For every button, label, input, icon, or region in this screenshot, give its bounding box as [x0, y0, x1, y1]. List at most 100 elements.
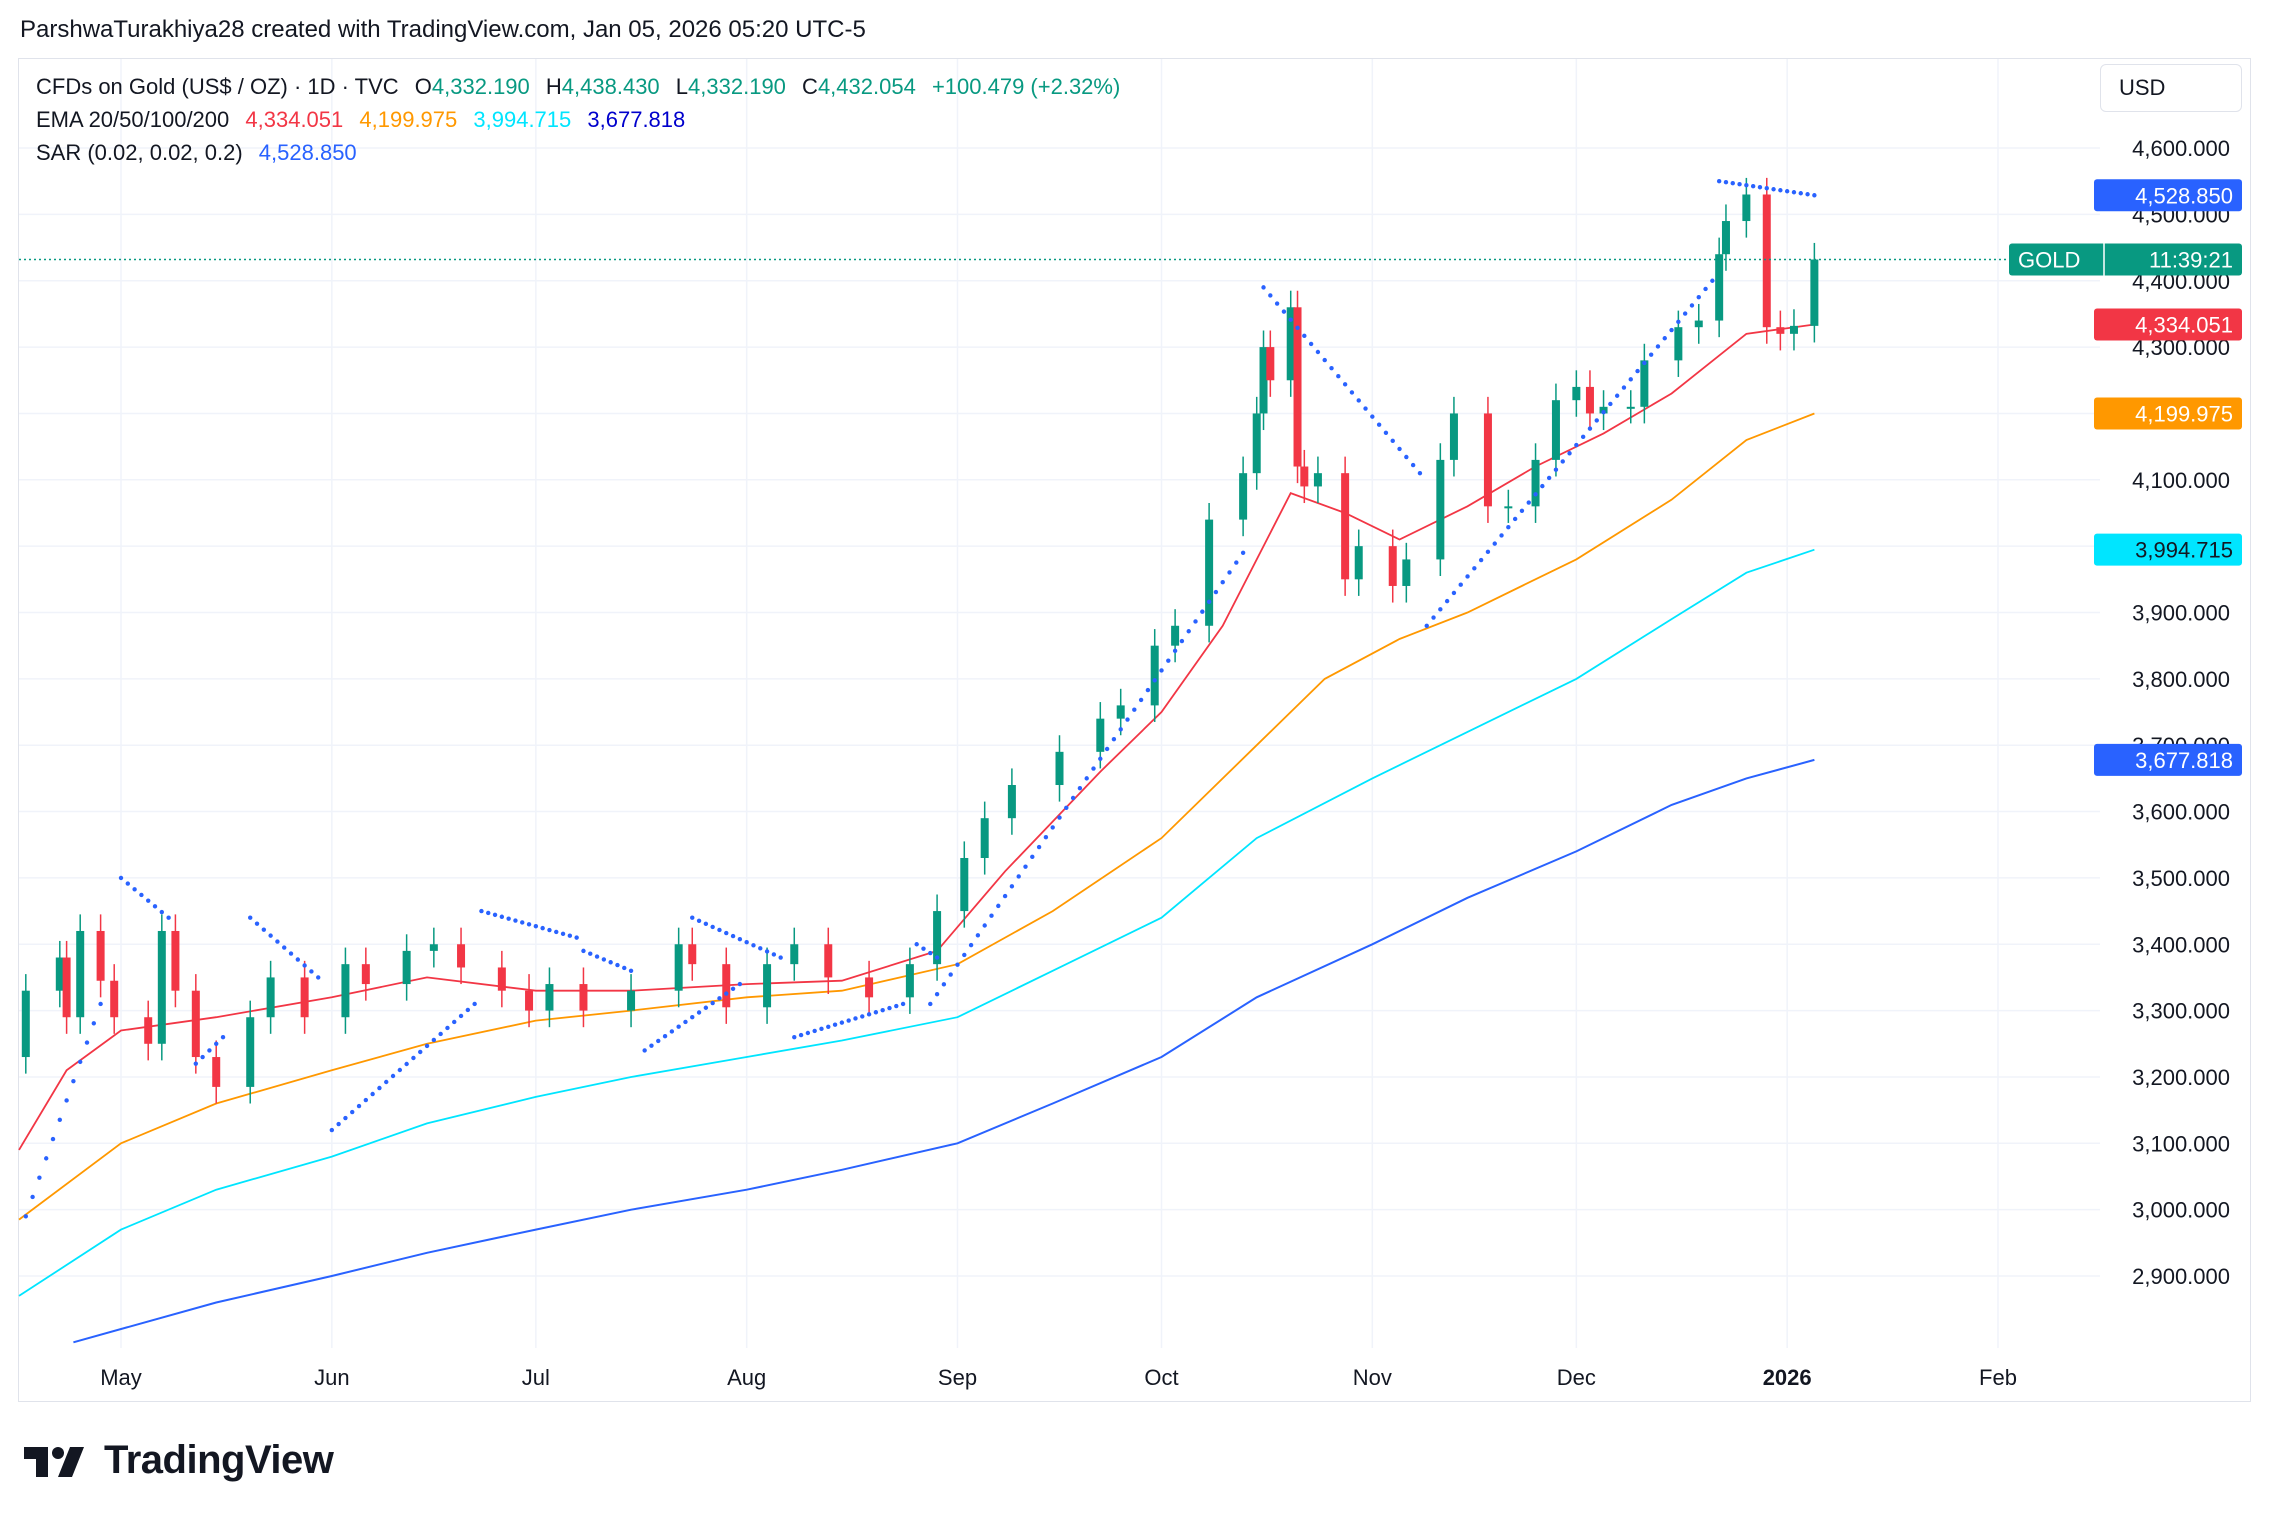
sar-dot: [975, 933, 981, 938]
sar-dot: [1315, 349, 1321, 355]
candle-body: [905, 964, 914, 998]
x-tick-label: Feb: [1979, 1365, 2017, 1390]
x-tick-label: May: [100, 1365, 142, 1390]
sar-dot: [1132, 707, 1137, 712]
legend-open: 4,332.190: [431, 74, 530, 99]
sar-dot: [989, 913, 994, 918]
sar-dot: [1057, 815, 1062, 820]
x-tick-label: Jun: [314, 1365, 349, 1390]
chart-legend: CFDs on Gold (US$ / OZ) · 1D · TVC O4,33…: [36, 70, 1130, 169]
sar-dot: [1723, 180, 1729, 185]
legend-symbol[interactable]: CFDs on Gold (US$ / OZ) · 1D · TVC: [36, 74, 399, 99]
sar-dot: [717, 996, 722, 1001]
x-tick-label: Nov: [1353, 1365, 1392, 1390]
sar-dot: [744, 940, 749, 945]
sar-dot: [1744, 183, 1749, 188]
sar-dot: [1295, 325, 1300, 330]
sar-dot: [1172, 648, 1178, 654]
candle-body: [1313, 473, 1322, 487]
sar-dot: [1648, 352, 1654, 357]
candle-body: [1259, 347, 1268, 414]
sar-dot: [377, 1085, 382, 1091]
legend-close-label: C: [802, 74, 818, 99]
sar-dot: [1138, 697, 1144, 703]
ema-line-ema20: [18, 323, 1815, 1151]
sar-dot: [1404, 454, 1409, 460]
sar-dot: [1485, 549, 1491, 555]
candle-body: [627, 990, 636, 1011]
candle-body: [62, 957, 71, 1018]
legend-ema20: 4,334.051: [245, 107, 344, 132]
sar-dot: [1601, 409, 1606, 415]
sar-dot: [1798, 191, 1803, 196]
sar-dot: [594, 954, 600, 959]
sar-dot: [37, 1175, 42, 1180]
candle-body: [212, 1057, 221, 1087]
sar-dot: [411, 1055, 416, 1061]
candle-body: [1341, 473, 1350, 580]
sar-dot: [1186, 629, 1191, 634]
sar-dot: [737, 936, 743, 942]
legend-close: 4,432.054: [817, 74, 916, 99]
candle-body: [1789, 325, 1798, 334]
sar-dot: [724, 991, 729, 996]
sar-dot: [703, 921, 709, 927]
candle-body: [1171, 625, 1180, 646]
sar-dot: [513, 918, 518, 923]
sar-dot: [1104, 746, 1110, 752]
sar-dot: [1002, 893, 1008, 899]
sar-dot: [193, 1061, 199, 1066]
legend-ema-label: EMA 20/50/100/200: [36, 107, 230, 132]
sar-dot: [921, 946, 926, 951]
chart-frame[interactable]: [18, 58, 2251, 1402]
sar-dot: [1376, 422, 1382, 427]
price-label: 3,677.818: [2135, 748, 2233, 773]
sar-dot: [887, 1005, 892, 1011]
candle-body: [1205, 519, 1214, 626]
sar-dot: [418, 1049, 423, 1055]
y-tick-label: 2,900.000: [2132, 1264, 2230, 1289]
sar-dot: [30, 1194, 35, 1200]
sar-dot: [1091, 766, 1096, 771]
current-price-badge: [2009, 243, 2242, 276]
sar-dot: [574, 935, 579, 940]
sar-dot: [152, 904, 158, 909]
sar-dot: [1560, 459, 1565, 464]
legend-sar-label: SAR (0.02, 0.02, 0.2): [36, 140, 243, 165]
sar-dot: [1710, 278, 1715, 283]
sar-dot: [520, 920, 525, 925]
candle-body: [1776, 327, 1785, 334]
sar-dot: [431, 1037, 437, 1043]
candle-body: [763, 964, 772, 1008]
tradingview-logo-text: TradingView: [104, 1438, 334, 1482]
sar-dot: [57, 1117, 63, 1122]
sar-dot: [914, 942, 919, 947]
sar-dot: [567, 933, 573, 938]
candle-body: [545, 984, 554, 1011]
current-price-symbol: GOLD: [2018, 247, 2080, 272]
sar-dot: [703, 1005, 709, 1010]
sar-dot: [64, 1098, 69, 1103]
ema-line-ema100: [18, 548, 1815, 1297]
sar-dot: [1771, 187, 1776, 192]
sar-dot: [1308, 341, 1314, 347]
sar-dot: [1703, 286, 1708, 292]
sar-dot: [1540, 483, 1545, 489]
sar-dot: [860, 1014, 865, 1019]
sar-dot: [622, 965, 627, 971]
tradingview-logo[interactable]: TradingView: [22, 1438, 334, 1483]
currency-button[interactable]: USD: [2100, 64, 2242, 112]
sar-dot: [1118, 727, 1123, 732]
legend-sar-row[interactable]: SAR (0.02, 0.02, 0.2) 4,528.850: [36, 136, 1130, 169]
sar-dot: [649, 1043, 654, 1048]
sar-dot: [1465, 574, 1470, 579]
sar-dot: [1023, 864, 1028, 869]
sar-dot: [316, 975, 321, 980]
sar-dot: [1397, 446, 1402, 452]
sar-dot: [928, 1001, 933, 1007]
sar-dot: [329, 1127, 335, 1133]
sar-dot: [125, 881, 131, 886]
sar-dot: [1805, 192, 1810, 197]
legend-ema-row[interactable]: EMA 20/50/100/200 4,334.051 4,199.975 3,…: [36, 103, 1130, 136]
